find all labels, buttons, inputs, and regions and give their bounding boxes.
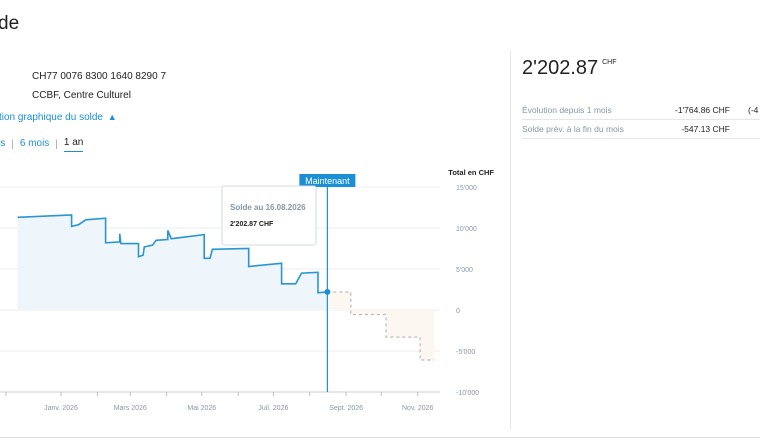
x-tick-label: Mars 2026: [114, 405, 147, 412]
y-tick-label: 5'000: [456, 267, 473, 274]
page-title: de: [0, 13, 20, 34]
x-tick-label: Sept. 2026: [329, 405, 363, 412]
y-axis-ticks: 15'000 10'000 5'000 0 -5'000 -10'000: [456, 185, 479, 397]
y-tick-label: 10'000: [456, 226, 477, 233]
current-balance: 2'202.87 CHF: [522, 57, 617, 80]
y-tick-label: -10'000: [456, 390, 479, 397]
summary-extra: (-4: [748, 105, 759, 115]
now-marker-label: Maintenant: [305, 176, 350, 186]
now-marker-tag: [299, 174, 356, 187]
chevron-up-icon: ▲: [107, 112, 117, 122]
period-option-6-months[interactable]: 6 mois: [19, 137, 50, 149]
y-tick-label: 15'000: [456, 185, 477, 192]
balance-summary: Évolution depuis 1 mois -1'764.86 CHF (-…: [522, 101, 760, 139]
chart-toggle-link[interactable]: tion graphique du solde ▲: [0, 112, 117, 123]
period-separator: |: [11, 139, 14, 150]
balance-chart: Maintenant Solde au 16.08.2026 2'202.87 …: [0, 168, 494, 412]
x-tick-label: Janv. 2026: [44, 405, 78, 412]
period-option[interactable]: is: [0, 137, 6, 149]
summary-label: Évolution depuis 1 mois: [522, 105, 612, 115]
summary-row-change: Évolution depuis 1 mois -1'764.86 CHF (-…: [522, 101, 760, 120]
x-tick-label: Juil. 2026: [258, 405, 288, 412]
tooltip-title: Solde au 16.08.2026: [230, 203, 306, 212]
period-separator: |: [55, 139, 58, 150]
y-tick-label: -5'000: [456, 349, 475, 356]
summary-label: Solde prév. à la fin du mois: [522, 124, 624, 134]
account-holder: CCBF, Centre Culturel: [32, 90, 131, 101]
period-selector: is | 6 mois | 1 an: [0, 137, 84, 152]
balance-currency: CHF: [602, 59, 617, 66]
period-option-1-year[interactable]: 1 an: [63, 137, 84, 152]
summary-value: -547.13 CHF: [681, 124, 730, 134]
y-tick-label: 0: [456, 308, 460, 315]
balance-amount: 2'202.87: [522, 57, 599, 79]
panel-divider: [510, 50, 511, 430]
balance-line: [17, 214, 328, 294]
summary-value: -1'764.86 CHF: [674, 105, 730, 115]
x-tick-label: Nov. 2026: [402, 405, 433, 412]
account-iban: CH77 0076 8300 1640 8290 7: [32, 71, 167, 82]
balance-area: [17, 214, 328, 310]
chart-toggle-label: tion graphique du solde: [0, 112, 103, 123]
footer-divider: [0, 437, 760, 438]
forecast-line: [327, 291, 435, 361]
summary-row-forecast: Solde prév. à la fin du mois -547.13 CHF: [522, 120, 760, 139]
balance-tooltip: Solde au 16.08.2026 2'202.87 CHF: [221, 185, 317, 246]
x-tick-label: Mai 2026: [187, 405, 216, 412]
y-axis-title: Total en CHF: [448, 168, 494, 177]
tooltip-value: 2'202.87 CHF: [230, 221, 274, 228]
current-balance-point: [324, 288, 331, 295]
x-axis-ticks: Janv. 2026 Mars 2026 Mai 2026 Juil. 2026 Sep…: [5, 392, 434, 412]
forecast-area: [327, 291, 435, 360]
